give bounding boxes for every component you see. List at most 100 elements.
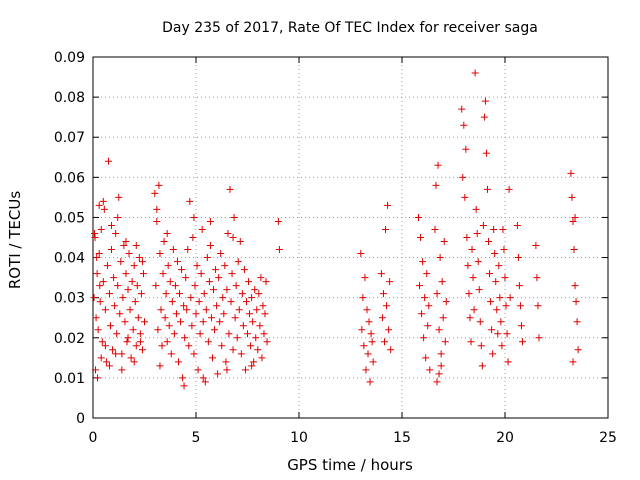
data-point bbox=[368, 338, 376, 346]
data-point bbox=[151, 189, 159, 197]
data-point bbox=[187, 294, 195, 302]
data-point bbox=[117, 258, 125, 266]
data-point bbox=[532, 242, 540, 250]
data-point bbox=[95, 201, 103, 209]
data-point bbox=[95, 250, 103, 258]
data-point bbox=[490, 225, 498, 233]
data-point bbox=[193, 262, 201, 270]
data-point bbox=[214, 370, 222, 378]
data-point bbox=[461, 193, 469, 201]
data-point bbox=[515, 282, 523, 290]
data-point bbox=[367, 330, 375, 338]
grid-lines bbox=[93, 57, 608, 418]
data-point bbox=[101, 306, 109, 314]
data-point bbox=[107, 322, 115, 330]
data-point bbox=[414, 213, 422, 221]
data-point bbox=[263, 338, 271, 346]
data-point bbox=[384, 201, 392, 209]
data-point bbox=[227, 298, 235, 306]
data-point bbox=[200, 290, 208, 298]
data-point bbox=[569, 217, 577, 225]
data-point bbox=[112, 350, 120, 358]
data-point bbox=[99, 278, 107, 286]
data-point bbox=[226, 185, 234, 193]
data-point bbox=[195, 298, 203, 306]
data-point bbox=[109, 346, 117, 354]
data-point bbox=[248, 362, 256, 370]
data-point bbox=[90, 294, 98, 302]
data-point bbox=[240, 266, 248, 274]
chart-title: Day 235 of 2017, Rate Of TEC Index for r… bbox=[162, 20, 538, 36]
data-point bbox=[477, 342, 485, 350]
data-point bbox=[426, 366, 434, 374]
axis-ticks: 0 5 10 15 20 25 0 0.01 0.02 0.03 0.04 0.05 0.06 0.07 0… bbox=[54, 50, 617, 446]
data-point bbox=[123, 338, 131, 346]
data-point bbox=[228, 270, 236, 278]
data-point bbox=[173, 258, 181, 266]
data-point bbox=[138, 346, 146, 354]
data-point bbox=[91, 234, 99, 241]
data-point bbox=[136, 330, 144, 338]
data-point bbox=[139, 270, 147, 278]
data-point bbox=[90, 229, 98, 237]
data-point bbox=[185, 342, 193, 350]
data-point bbox=[196, 330, 204, 338]
data-point bbox=[159, 270, 167, 278]
data-point bbox=[485, 238, 493, 246]
data-point bbox=[225, 330, 233, 338]
data-point bbox=[134, 314, 142, 322]
data-point bbox=[177, 318, 185, 326]
data-point bbox=[379, 290, 387, 298]
data-point bbox=[234, 258, 242, 266]
data-point bbox=[382, 225, 390, 233]
data-point bbox=[474, 258, 482, 266]
data-point bbox=[514, 254, 522, 262]
data-point bbox=[433, 378, 441, 386]
data-point bbox=[115, 193, 123, 201]
data-point bbox=[235, 306, 243, 314]
y-tick-label: 0.02 bbox=[54, 331, 85, 347]
y-axis-label: ROTI / TECUs bbox=[6, 191, 24, 289]
data-point bbox=[432, 181, 440, 189]
data-point bbox=[242, 298, 250, 306]
data-point bbox=[387, 346, 395, 354]
data-point bbox=[157, 306, 165, 314]
data-point bbox=[122, 238, 130, 246]
data-point bbox=[163, 229, 171, 237]
data-point bbox=[98, 338, 106, 346]
data-point bbox=[233, 334, 241, 342]
data-point bbox=[110, 274, 118, 282]
data-point bbox=[126, 306, 134, 314]
data-point bbox=[118, 350, 126, 358]
data-point bbox=[179, 374, 187, 382]
data-point bbox=[425, 302, 433, 310]
data-point bbox=[213, 302, 221, 310]
data-point bbox=[91, 366, 99, 374]
data-point bbox=[217, 250, 225, 258]
data-point bbox=[245, 278, 253, 286]
data-point bbox=[132, 342, 140, 350]
data-point bbox=[260, 330, 268, 338]
data-point bbox=[122, 270, 130, 278]
data-point bbox=[239, 322, 247, 330]
data-point bbox=[253, 306, 261, 314]
data-point bbox=[496, 294, 504, 302]
data-point bbox=[100, 205, 108, 213]
data-point bbox=[124, 286, 132, 294]
data-point bbox=[386, 278, 394, 286]
data-point bbox=[156, 250, 164, 258]
data-point bbox=[216, 318, 224, 326]
data-point bbox=[573, 318, 581, 326]
data-point bbox=[188, 322, 196, 330]
data-point bbox=[483, 185, 491, 193]
data-point bbox=[207, 314, 215, 322]
data-point bbox=[439, 314, 447, 322]
data-point bbox=[194, 366, 202, 374]
data-point bbox=[116, 310, 124, 318]
data-point bbox=[377, 270, 385, 278]
data-point bbox=[274, 217, 282, 225]
data-point bbox=[380, 338, 388, 346]
data-point bbox=[190, 350, 198, 358]
data-point bbox=[129, 326, 137, 334]
data-point bbox=[174, 358, 182, 366]
